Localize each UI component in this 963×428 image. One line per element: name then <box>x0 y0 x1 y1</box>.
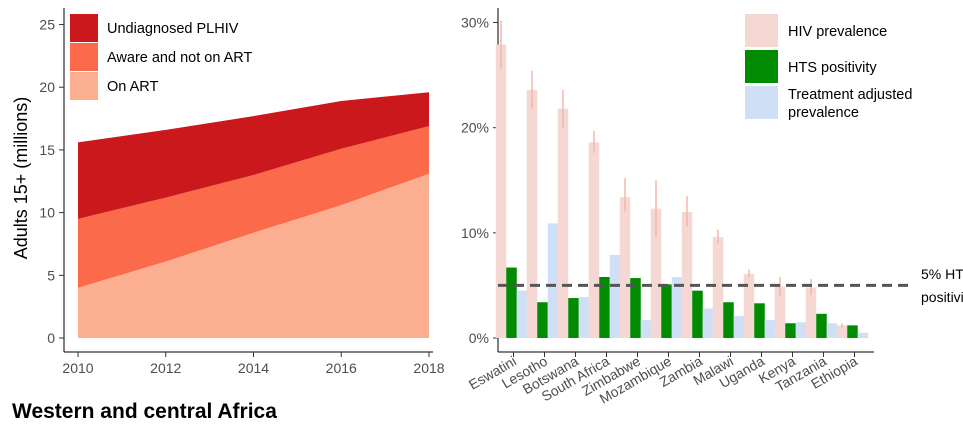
bar-hts-positivity <box>754 303 765 338</box>
legend-label: Treatment adjusted <box>788 87 912 103</box>
legend-label: prevalence <box>788 105 859 121</box>
bar-hts-positivity <box>785 323 796 338</box>
bar-hts-positivity <box>847 325 858 338</box>
y-tick-label: 10% <box>461 225 489 241</box>
y-axis-label: Adults 15+ (millions) <box>11 97 31 260</box>
bar-hiv-prevalence <box>681 211 693 338</box>
legend-label: On ART <box>107 79 158 95</box>
y-tick-label: 15 <box>39 142 55 158</box>
bar-treatment-adjusted <box>857 332 869 338</box>
legend-swatch <box>745 50 778 83</box>
legend-swatch <box>70 43 98 71</box>
bar-hiv-prevalence <box>774 286 786 338</box>
bar-hts-positivity <box>506 267 517 338</box>
bar-hiv-prevalence <box>650 208 662 338</box>
bar-hiv-prevalence <box>712 237 724 338</box>
y-tick-label: 0 <box>47 330 55 346</box>
legend-swatch <box>745 86 778 119</box>
bar-hiv-prevalence <box>619 197 631 338</box>
x-tick-label: 2010 <box>62 360 93 376</box>
bar-hiv-prevalence <box>836 325 848 338</box>
bar-treatment-adjusted <box>702 308 714 338</box>
bar-hiv-prevalence <box>526 89 538 338</box>
legend-label: HTS positivity <box>788 60 877 76</box>
bar-treatment-adjusted <box>609 254 621 338</box>
y-tick-label: 30% <box>461 15 489 31</box>
y-tick-label: 25 <box>39 17 55 33</box>
bar-hiv-prevalence <box>557 108 569 339</box>
bar-treatment-adjusted <box>795 322 807 338</box>
bar-hts-positivity <box>630 278 641 338</box>
y-tick-label: 10 <box>39 205 55 221</box>
area-aware-and-not-on-art <box>78 126 429 288</box>
bar-treatment-adjusted <box>826 323 838 338</box>
bar-hiv-prevalence <box>495 44 507 338</box>
bar-hiv-prevalence <box>805 287 817 338</box>
x-tick-label: 2016 <box>326 360 357 376</box>
bar-hts-positivity <box>816 313 827 338</box>
bar-hts-positivity <box>692 290 703 338</box>
y-tick-label: 5 <box>47 267 55 283</box>
reference-line-label: 5% HTS <box>921 266 963 282</box>
legend-swatch <box>70 72 98 100</box>
area-undiagnosed-plhiv <box>78 92 429 219</box>
bar-hts-positivity <box>661 284 672 338</box>
legend-swatch <box>70 14 98 42</box>
bar-treatment-adjusted <box>764 320 776 338</box>
bar-hts-positivity <box>723 302 734 338</box>
bar-treatment-adjusted <box>516 290 528 338</box>
bar-treatment-adjusted <box>547 223 559 338</box>
x-tick-label: 2018 <box>413 360 444 376</box>
y-tick-label: 20% <box>461 120 489 136</box>
legend-label: Undiagnosed PLHIV <box>107 21 239 37</box>
y-tick-label: 0% <box>469 330 489 346</box>
bar-hts-positivity <box>568 298 579 338</box>
bar-hts-positivity <box>599 277 610 338</box>
bar-treatment-adjusted <box>671 277 683 338</box>
bar-hiv-prevalence <box>743 273 755 338</box>
legend-swatch <box>745 14 778 47</box>
reference-line-label: positivity <box>921 289 963 305</box>
section-title: Western and central Africa <box>12 400 277 423</box>
bar-hiv-prevalence <box>588 142 600 338</box>
x-tick-label: 2014 <box>238 360 269 376</box>
bar-treatment-adjusted <box>733 315 745 338</box>
legend-label: Aware and not on ART <box>107 50 253 66</box>
legend-label: HIV prevalence <box>788 24 887 40</box>
x-tick-label: 2012 <box>150 360 181 376</box>
y-tick-label: 20 <box>39 79 55 95</box>
bar-treatment-adjusted <box>578 296 590 338</box>
bar-treatment-adjusted <box>640 320 652 338</box>
area-on-art <box>78 173 429 338</box>
bar-hts-positivity <box>537 302 548 338</box>
